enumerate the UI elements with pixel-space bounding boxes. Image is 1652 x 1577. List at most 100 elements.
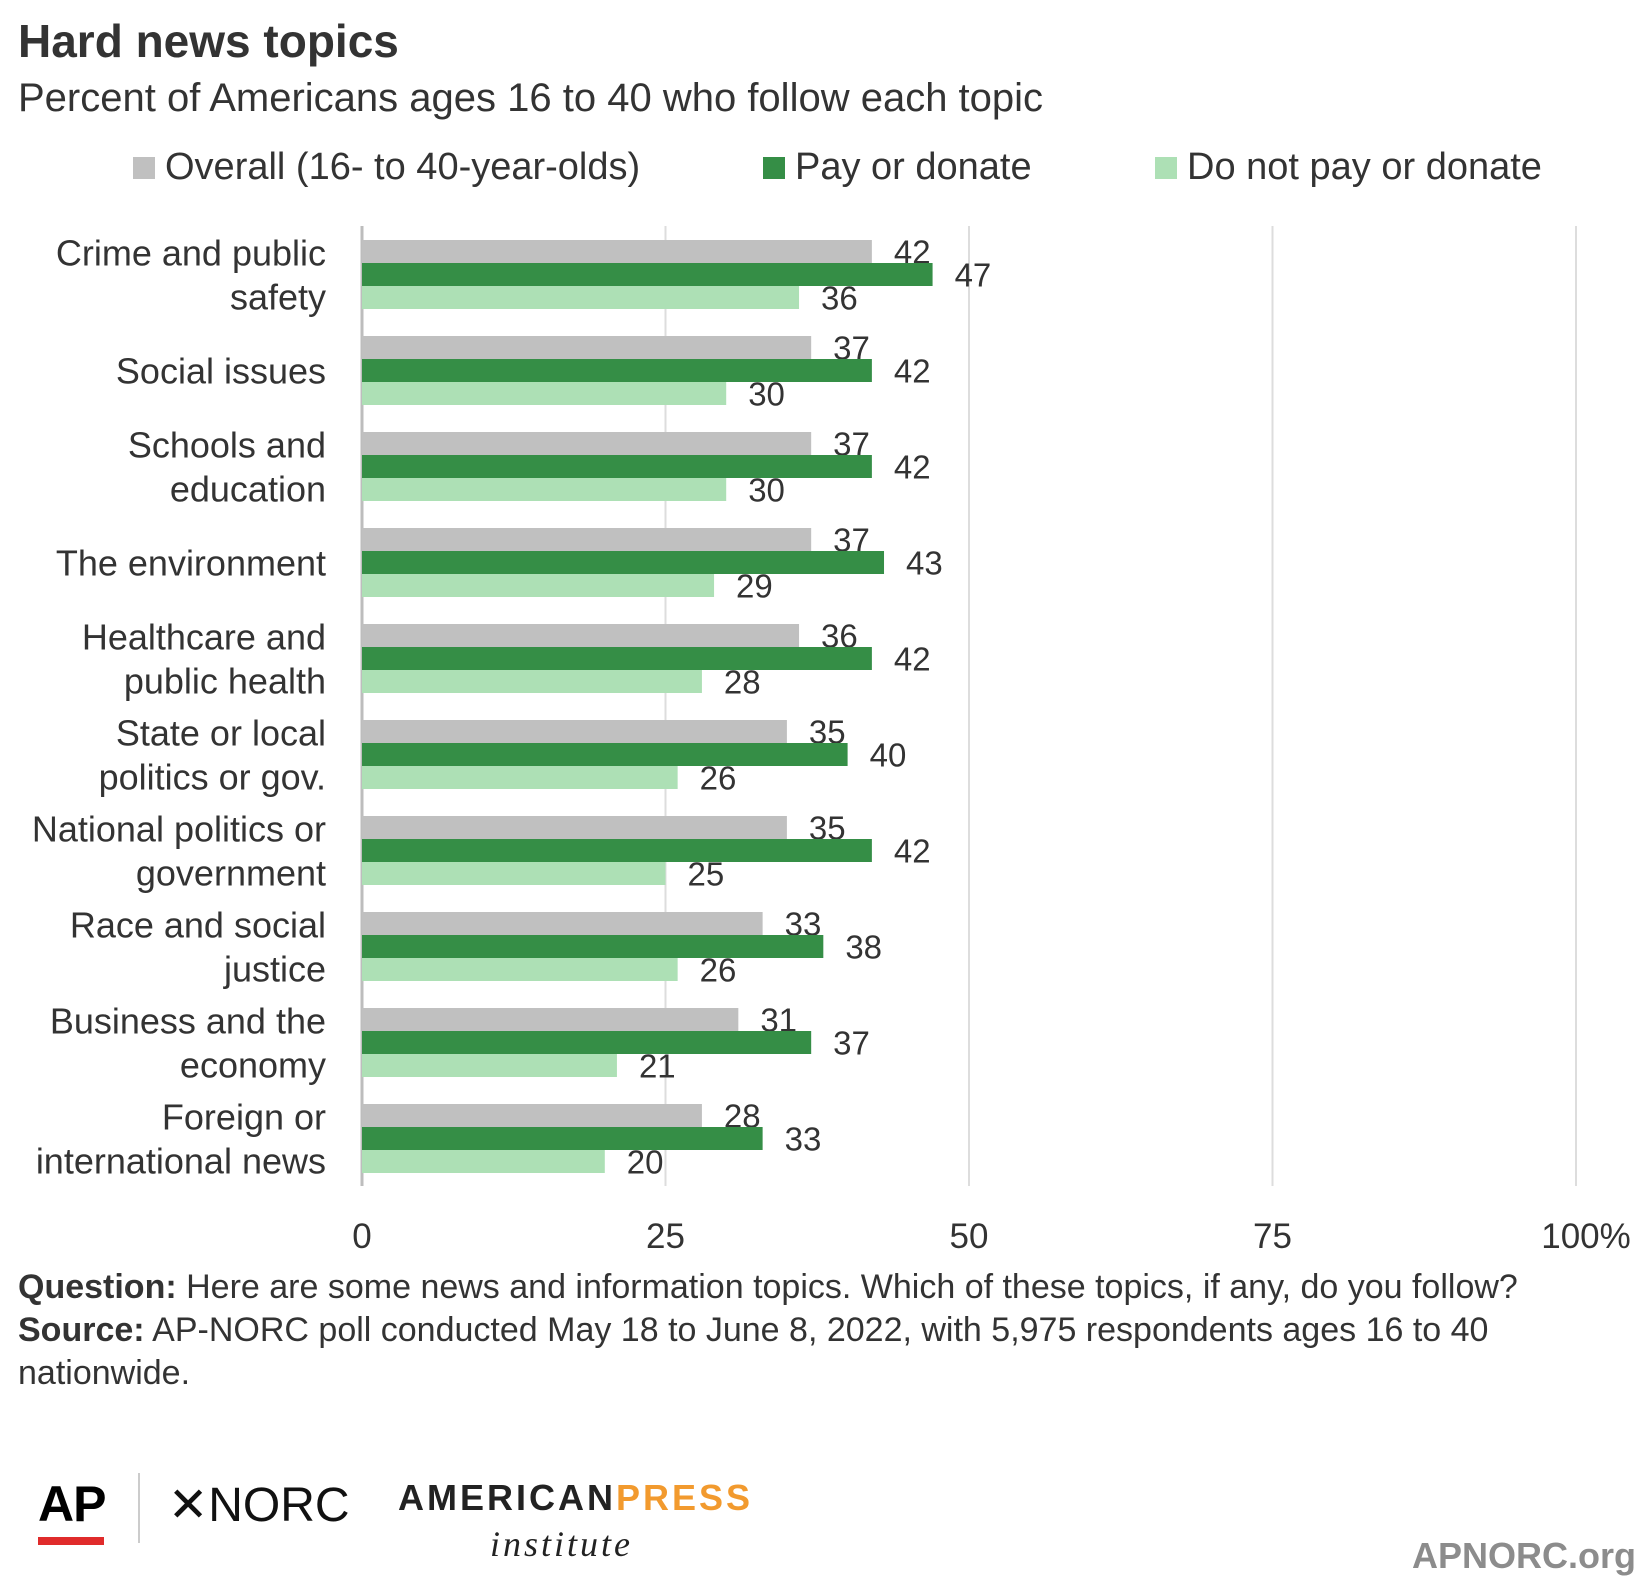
source-note: Source: AP-NORC poll conducted May 18 to… bbox=[18, 1309, 1628, 1395]
category-label: education bbox=[170, 469, 326, 510]
bar bbox=[362, 935, 824, 958]
data-label: 30 bbox=[748, 376, 785, 413]
category-label: Healthcare and bbox=[82, 617, 326, 658]
bar bbox=[362, 958, 678, 981]
bar bbox=[362, 1127, 763, 1150]
data-label: 40 bbox=[870, 737, 907, 774]
data-label: 30 bbox=[748, 472, 785, 509]
x-tick-label: 75 bbox=[1253, 1217, 1292, 1256]
category-label: Race and social bbox=[70, 905, 326, 946]
data-label: 20 bbox=[627, 1144, 664, 1181]
api-logo-wordmark: AMERICANPRESS bbox=[398, 1477, 753, 1519]
bar bbox=[362, 912, 763, 935]
category-label: Crime and public bbox=[56, 233, 326, 274]
bar bbox=[362, 1150, 605, 1173]
bar bbox=[362, 1008, 739, 1031]
x-tick-label: 0 bbox=[352, 1217, 371, 1256]
bar bbox=[362, 528, 812, 551]
question-note: Question: Here are some news and informa… bbox=[18, 1266, 1628, 1309]
data-label: 28 bbox=[724, 664, 761, 701]
bar bbox=[362, 816, 787, 839]
data-label: 26 bbox=[700, 952, 737, 989]
legend-item-overall: Overall (16- to 40-year-olds) bbox=[133, 146, 640, 189]
data-label: 29 bbox=[736, 568, 773, 605]
category-label: The environment bbox=[56, 543, 326, 584]
category-label: international news bbox=[36, 1141, 326, 1182]
bar bbox=[362, 336, 812, 359]
chart-title: Hard news topics bbox=[18, 15, 399, 67]
api-logo-institute: institute bbox=[490, 1524, 633, 1564]
bar bbox=[362, 359, 872, 382]
bar bbox=[362, 432, 812, 455]
category-label: State or local bbox=[116, 713, 326, 754]
source-text: AP-NORC poll conducted May 18 to June 8,… bbox=[18, 1311, 1489, 1392]
question-label: Question: bbox=[18, 1268, 177, 1306]
bar bbox=[362, 624, 800, 647]
bar bbox=[362, 551, 885, 574]
category-label: government bbox=[136, 853, 326, 894]
bar bbox=[362, 286, 800, 309]
data-label: 36 bbox=[821, 280, 858, 317]
bar bbox=[362, 382, 727, 405]
bar bbox=[362, 1054, 617, 1077]
bar bbox=[362, 647, 872, 670]
category-label: justice bbox=[223, 949, 326, 990]
x-tick-label: 100% bbox=[1541, 1217, 1631, 1256]
bar bbox=[362, 240, 872, 263]
bar bbox=[362, 766, 678, 789]
data-label: 37 bbox=[833, 1025, 870, 1062]
legend-label-overall: Overall (16- to 40-year-olds) bbox=[165, 146, 641, 188]
legend-swatch-overall bbox=[133, 156, 155, 179]
category-label: economy bbox=[180, 1045, 326, 1086]
chart-notes: Question: Here are some news and informa… bbox=[18, 1266, 1628, 1395]
data-label: 42 bbox=[894, 833, 931, 870]
api-logo-press: PRESS bbox=[616, 1477, 754, 1518]
bar bbox=[362, 263, 933, 286]
legend-swatch-no-pay bbox=[1155, 156, 1177, 179]
bar bbox=[362, 743, 848, 766]
category-label: National politics or bbox=[32, 809, 326, 850]
bar bbox=[362, 574, 715, 597]
source-label: Source: bbox=[18, 1311, 145, 1349]
category-label: Schools and bbox=[128, 425, 326, 466]
data-label: 47 bbox=[955, 257, 992, 294]
data-label: 33 bbox=[785, 1121, 822, 1158]
bar bbox=[362, 478, 727, 501]
bar bbox=[362, 1031, 812, 1054]
ap-logo-underline bbox=[38, 1537, 104, 1545]
bar bbox=[362, 862, 666, 885]
api-logo-american: AMERICAN bbox=[398, 1477, 616, 1518]
x-tick-label: 25 bbox=[646, 1217, 685, 1256]
norc-logo: ✕NORC bbox=[168, 1479, 350, 1532]
ap-logo: AP bbox=[38, 1476, 106, 1532]
category-label: Social issues bbox=[116, 351, 326, 392]
legend-item-pay: Pay or donate bbox=[763, 146, 1032, 189]
data-label: 25 bbox=[688, 856, 725, 893]
bar bbox=[362, 839, 872, 862]
data-label: 26 bbox=[700, 760, 737, 797]
data-label: 43 bbox=[906, 545, 943, 582]
legend-label-no-pay: Do not pay or donate bbox=[1187, 146, 1542, 188]
legend-label-pay: Pay or donate bbox=[795, 146, 1032, 188]
category-label: Business and the bbox=[50, 1001, 326, 1042]
chart-subtitle: Percent of Americans ages 16 to 40 who f… bbox=[18, 76, 1044, 120]
category-label: politics or gov. bbox=[99, 757, 326, 798]
data-label: 42 bbox=[894, 449, 931, 486]
legend-swatch-pay bbox=[763, 156, 785, 179]
bar bbox=[362, 1104, 702, 1127]
category-label: Foreign or bbox=[162, 1097, 326, 1138]
data-label: 21 bbox=[639, 1048, 676, 1085]
legend-item-no-pay: Do not pay or donate bbox=[1155, 146, 1542, 189]
bar bbox=[362, 455, 872, 478]
question-text: Here are some news and information topic… bbox=[186, 1268, 1518, 1306]
footer-logos: AP ✕NORC AMERICANPRESS institute APNORC.… bbox=[0, 1465, 1652, 1576]
data-label: 42 bbox=[894, 641, 931, 678]
category-label: public health bbox=[124, 661, 326, 702]
bar bbox=[362, 720, 787, 743]
data-label: 38 bbox=[845, 929, 882, 966]
legend: Overall (16- to 40-year-olds) Pay or don… bbox=[0, 146, 1652, 196]
category-label: safety bbox=[230, 277, 326, 318]
bar bbox=[362, 670, 702, 693]
logo-divider bbox=[138, 1473, 140, 1543]
